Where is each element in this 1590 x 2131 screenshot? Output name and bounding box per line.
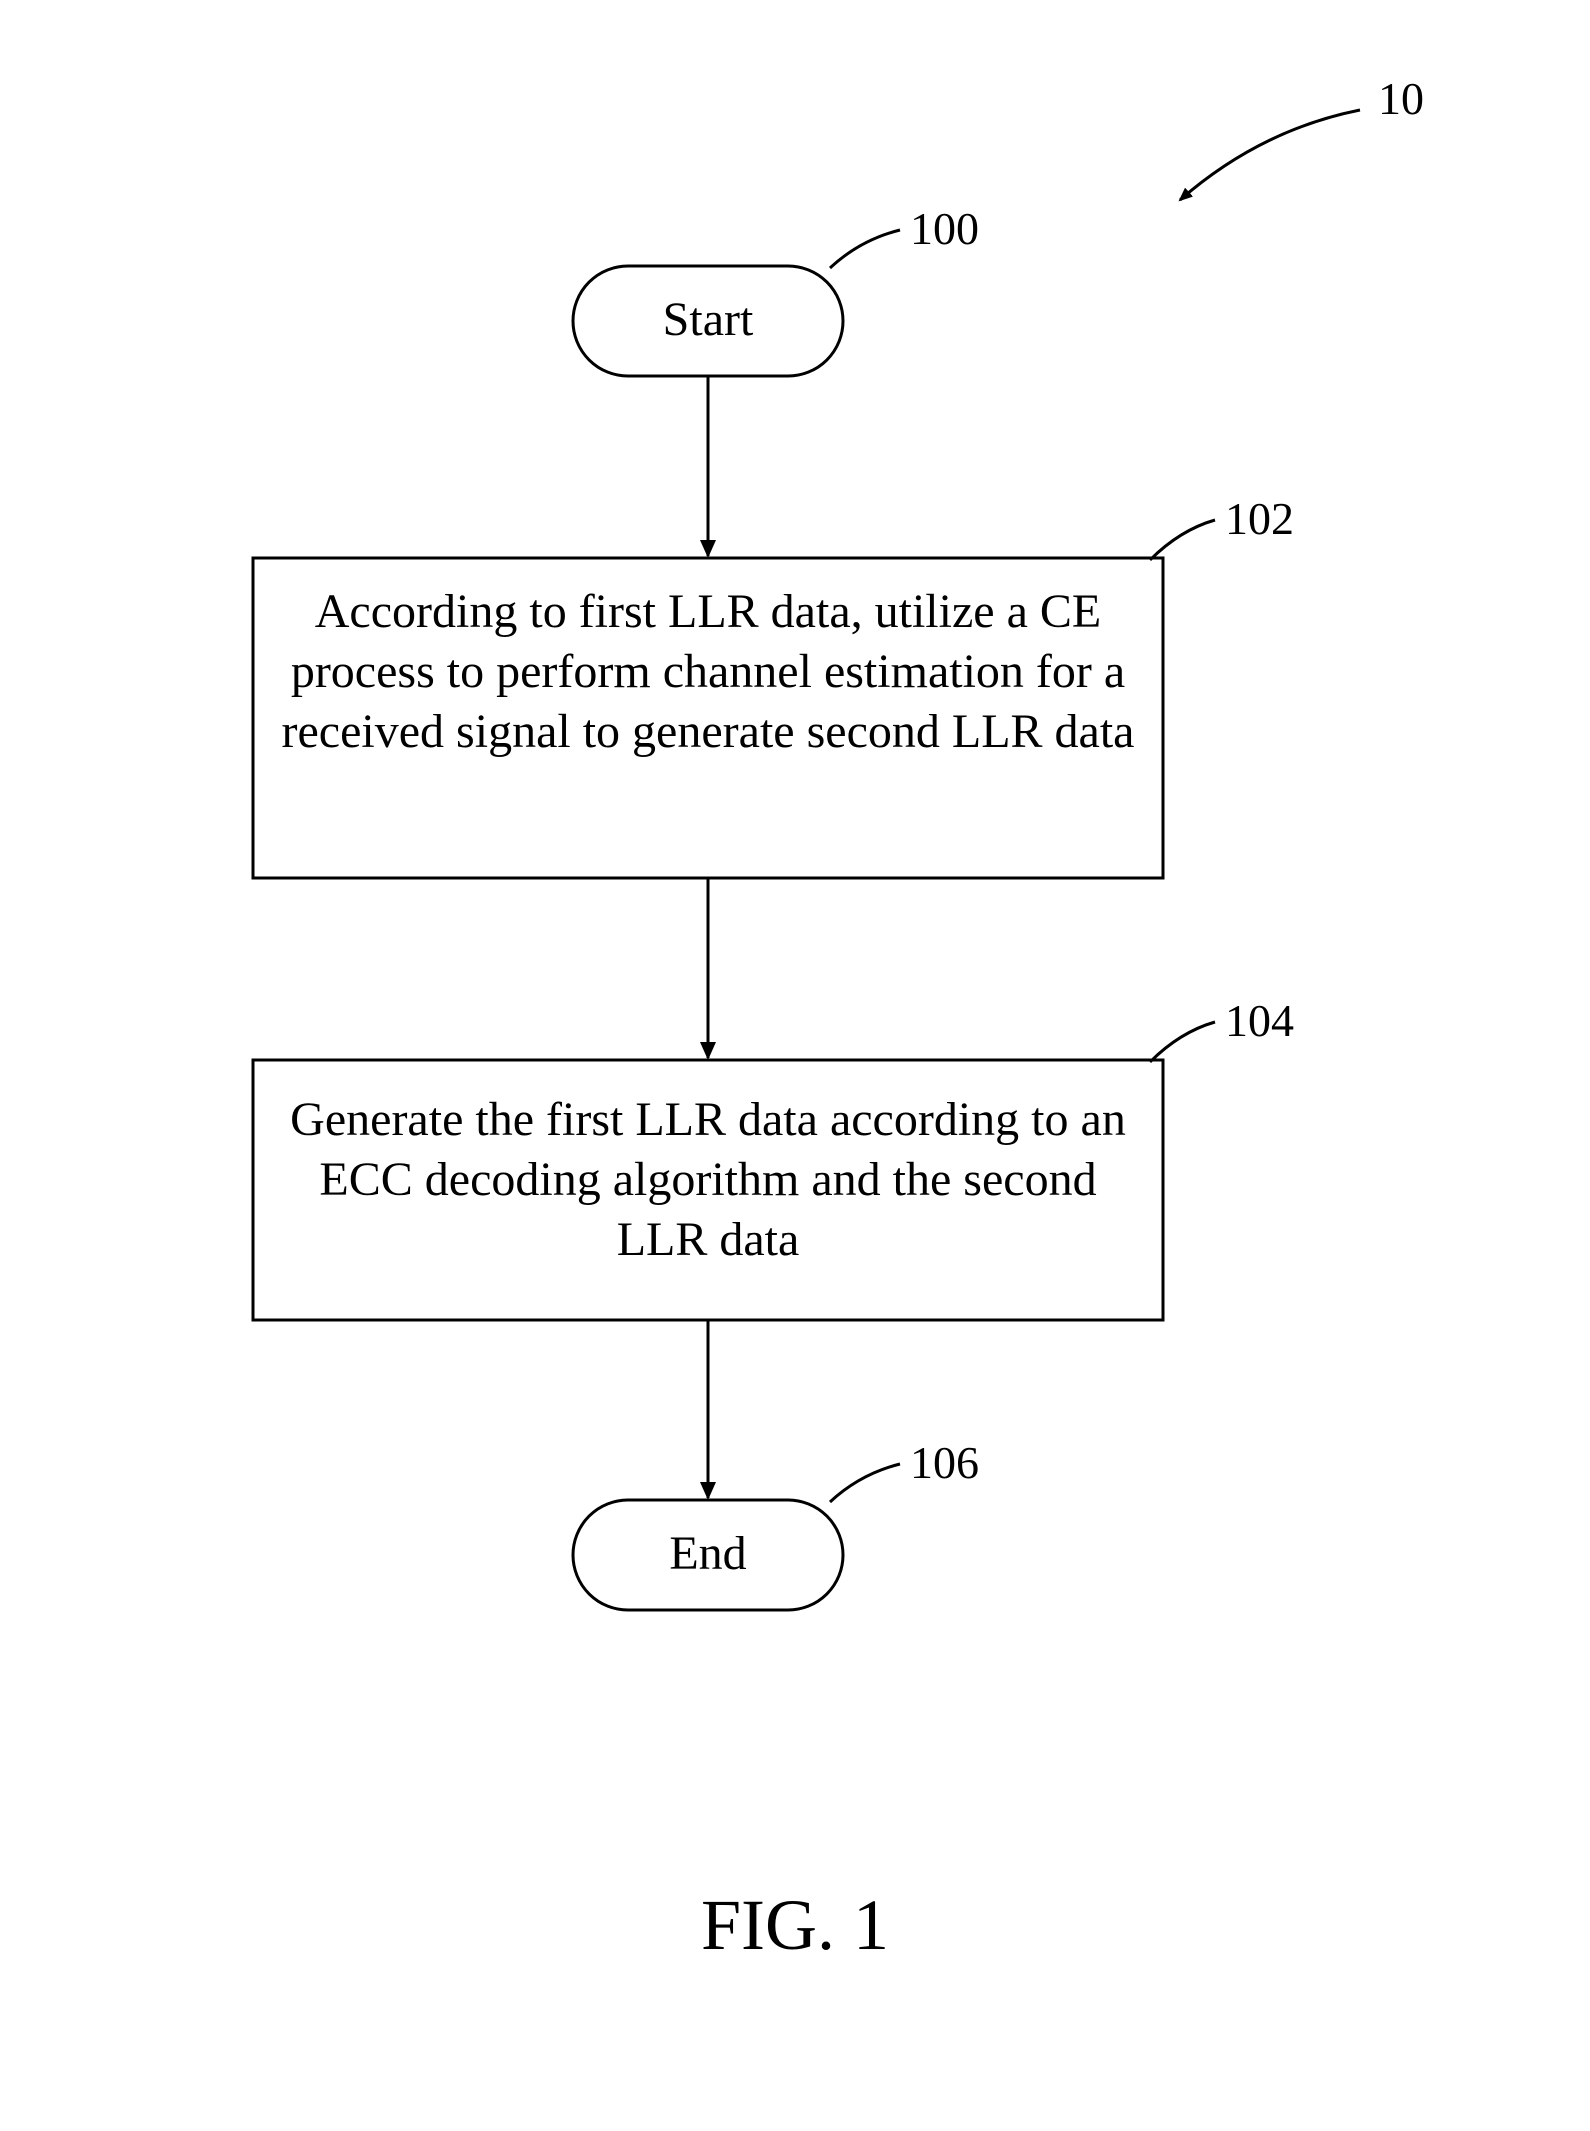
figure-caption: FIG. 1 xyxy=(0,1880,1590,1970)
leader-100 xyxy=(830,230,900,268)
ref-label-overall: 10 xyxy=(1378,72,1424,125)
step2-node-label: Generate the first LLR data according to… xyxy=(273,1090,1143,1270)
start-node-label: Start xyxy=(573,290,843,350)
leader-102 xyxy=(1150,520,1215,560)
step1-node-label: According to first LLR data, utilize a C… xyxy=(273,582,1143,762)
ref-label-106: 106 xyxy=(910,1436,979,1489)
ref-label-100: 100 xyxy=(910,202,979,255)
ref-label-102: 102 xyxy=(1225,492,1294,545)
leader-106 xyxy=(830,1464,900,1502)
ref-label-104: 104 xyxy=(1225,994,1294,1047)
leader-104 xyxy=(1150,1022,1215,1062)
end-node-label: End xyxy=(573,1524,843,1584)
leader-overall xyxy=(1180,110,1360,200)
